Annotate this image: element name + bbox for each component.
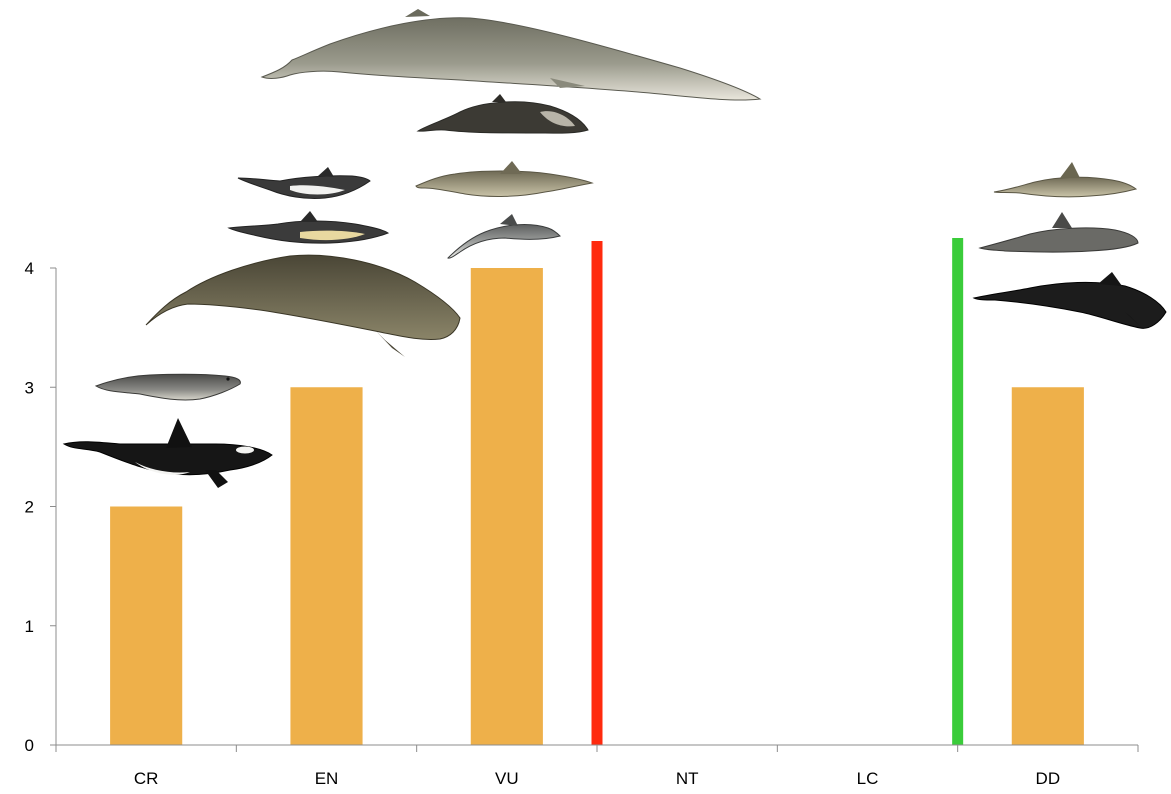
bottlenose-dolphin-illustration bbox=[415, 161, 594, 197]
x-tick-label-lc: LC bbox=[857, 769, 879, 788]
seal-illustration bbox=[94, 373, 241, 401]
species-illustrations bbox=[62, 9, 1167, 488]
striped-dolphin-illustration bbox=[447, 214, 561, 259]
x-tick-label-vu: VU bbox=[495, 769, 519, 788]
y-tick-label: 3 bbox=[25, 378, 34, 397]
fin-whale-illustration bbox=[260, 9, 762, 101]
rissos-dolphin-illustration bbox=[978, 212, 1139, 253]
beaked-whale-illustration bbox=[416, 94, 589, 134]
y-tick-label: 0 bbox=[25, 736, 34, 755]
orca-illustration bbox=[62, 418, 273, 488]
y-tick-label: 1 bbox=[25, 617, 34, 636]
hourglass-dolphin-illustration bbox=[237, 167, 371, 199]
bar-en bbox=[290, 387, 363, 745]
red-divider-line bbox=[591, 241, 603, 745]
sperm-whale-illustration bbox=[145, 254, 461, 357]
common-dolphin-illustration bbox=[227, 211, 390, 244]
green-divider-line bbox=[952, 238, 964, 745]
y-tick-label: 2 bbox=[25, 498, 34, 517]
x-tick-label-cr: CR bbox=[134, 769, 159, 788]
x-tick-label-nt: NT bbox=[676, 769, 699, 788]
bar-vu bbox=[470, 268, 543, 745]
rough-toothed-dolphin-illustration bbox=[993, 162, 1138, 198]
x-tick-label-dd: DD bbox=[1036, 769, 1061, 788]
x-tick-label-en: EN bbox=[315, 769, 339, 788]
bar-cr bbox=[110, 506, 183, 745]
bar-dd bbox=[1011, 387, 1084, 745]
false-killer-whale-illustration bbox=[972, 272, 1167, 329]
y-tick-label: 4 bbox=[25, 259, 34, 278]
